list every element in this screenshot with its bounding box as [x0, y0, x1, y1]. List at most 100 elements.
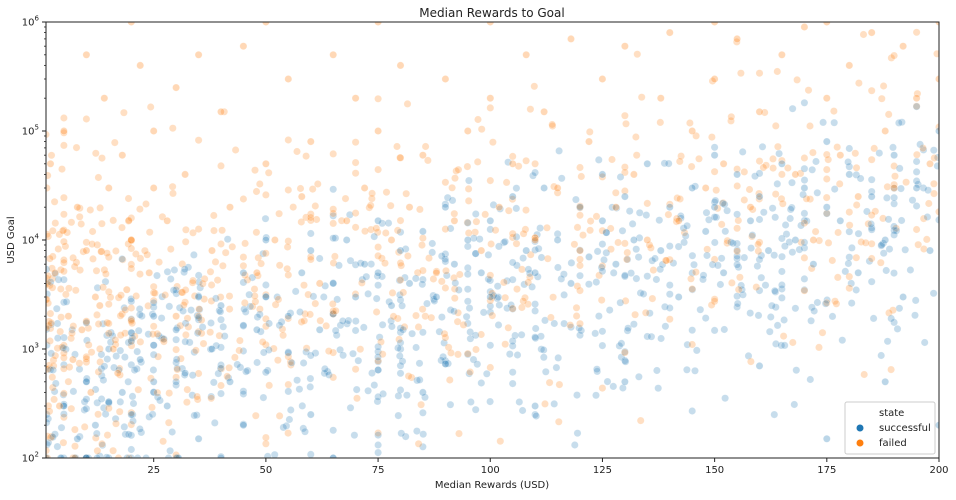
point-failed [487, 240, 495, 248]
point-successful [450, 260, 459, 269]
point-successful [623, 255, 632, 264]
point-failed [261, 249, 270, 258]
point-failed [190, 292, 199, 300]
point-failed [833, 143, 842, 151]
point-successful [484, 275, 493, 284]
point-failed [771, 190, 780, 198]
point-successful [605, 306, 614, 314]
point-successful [156, 396, 164, 405]
point-successful [486, 341, 495, 350]
point-failed [890, 184, 898, 192]
point-failed [598, 262, 607, 270]
point-successful [821, 299, 830, 308]
point-successful [46, 438, 53, 447]
point-failed [91, 149, 100, 158]
point-failed [95, 301, 104, 310]
point-successful [439, 352, 447, 361]
point-successful [408, 329, 416, 338]
point-successful [897, 216, 906, 225]
point-failed [755, 157, 764, 165]
point-successful [354, 356, 363, 365]
point-successful [780, 341, 789, 350]
point-successful [929, 289, 938, 298]
point-successful [195, 278, 203, 286]
point-failed [46, 433, 55, 442]
point-failed [48, 383, 57, 392]
legend-marker-successful [856, 424, 864, 432]
point-failed [99, 283, 107, 292]
point-failed [688, 285, 697, 293]
point-failed [118, 151, 127, 160]
point-successful [374, 357, 382, 366]
point-successful [748, 231, 757, 239]
point-successful [768, 204, 777, 213]
point-failed [312, 215, 321, 224]
point-successful [639, 290, 648, 298]
point-failed [586, 217, 595, 225]
point-successful [699, 271, 708, 280]
point-failed [61, 242, 70, 251]
point-successful [378, 219, 387, 228]
point-successful [733, 210, 741, 219]
point-successful [621, 272, 629, 281]
point-failed [70, 262, 79, 271]
point-failed [306, 210, 315, 218]
point-successful [710, 238, 719, 247]
point-successful [782, 230, 791, 238]
point-failed [46, 337, 54, 345]
point-successful [935, 216, 939, 224]
point-successful [446, 400, 455, 409]
point-successful [374, 431, 382, 439]
point-failed [47, 432, 56, 441]
point-failed [48, 283, 57, 292]
point-failed [486, 363, 495, 372]
point-successful [534, 244, 543, 253]
point-successful [627, 269, 635, 277]
point-failed [692, 132, 700, 140]
point-successful [136, 355, 145, 364]
point-successful [91, 385, 100, 394]
point-successful [364, 290, 372, 298]
point-successful [773, 321, 782, 330]
point-failed [471, 228, 479, 237]
point-failed [118, 223, 126, 232]
point-failed [173, 365, 182, 374]
point-failed [548, 120, 557, 129]
point-successful [351, 260, 360, 269]
point-successful [652, 275, 661, 284]
point-successful [277, 318, 286, 326]
point-failed [713, 204, 722, 213]
point-failed [508, 195, 517, 204]
point-failed [48, 373, 57, 382]
point-successful [137, 428, 146, 437]
point-successful [778, 252, 786, 261]
point-failed [445, 376, 454, 384]
point-successful [576, 246, 584, 255]
point-successful [373, 397, 382, 406]
point-failed [54, 245, 63, 253]
point-failed [935, 207, 939, 216]
point-failed [579, 231, 587, 239]
point-failed [306, 216, 315, 225]
point-failed [75, 204, 84, 213]
point-successful [933, 162, 939, 170]
point-successful [615, 342, 624, 350]
point-failed [665, 200, 674, 209]
point-successful [385, 297, 394, 306]
point-successful [51, 379, 60, 388]
point-failed [351, 209, 360, 217]
point-successful [98, 441, 107, 450]
point-failed [378, 254, 386, 263]
point-failed [287, 361, 295, 369]
point-failed [284, 271, 293, 279]
point-failed [727, 112, 736, 121]
point-failed [351, 94, 360, 103]
point-failed [356, 345, 365, 354]
point-successful [759, 208, 768, 217]
point-successful [807, 316, 815, 325]
point-failed [98, 154, 106, 162]
point-failed [60, 256, 68, 264]
point-successful [643, 332, 652, 341]
point-successful [329, 279, 338, 287]
point-failed [845, 284, 854, 293]
